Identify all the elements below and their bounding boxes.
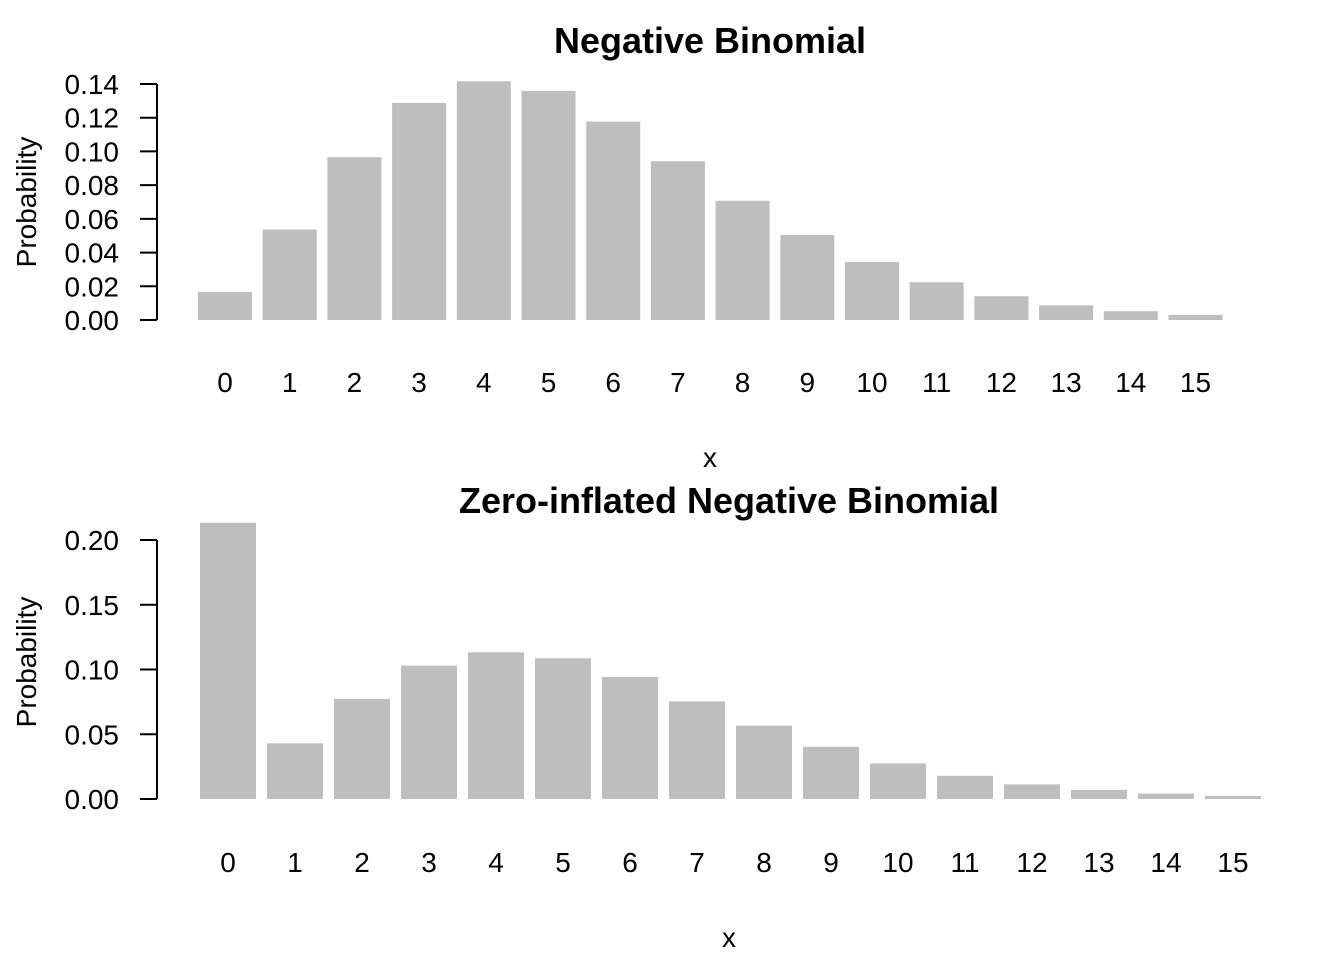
bar-8	[736, 725, 792, 799]
bars	[198, 81, 1223, 321]
y-axis: 0.000.020.040.060.080.100.120.14	[65, 69, 158, 336]
y-tick-label-0.15: 0.15	[65, 590, 120, 621]
bar-15	[1205, 795, 1261, 799]
bar-1	[267, 743, 323, 799]
bar-12	[974, 296, 1029, 320]
y-axis-label: Probability	[11, 597, 42, 728]
x-tick-labels: 0 1 2 3 4 5 6 7 8 9 10 11 12 13 14 15	[217, 367, 1211, 398]
bar-12	[1004, 784, 1060, 799]
x-tick-label-14: 14	[1150, 847, 1181, 878]
bar-13	[1071, 789, 1127, 799]
y-axis: 0.00 0.05 0.10 0.15 0.20	[65, 525, 158, 815]
x-tick-label-2: 2	[347, 367, 363, 398]
x-tick-label-6: 6	[605, 367, 621, 398]
x-tick-label-13: 13	[1051, 367, 1082, 398]
bar-10	[845, 262, 899, 320]
negative-binomial-panel: Negative Binomial Probability x 0.000.02…	[11, 20, 1223, 473]
bar-4	[468, 652, 524, 799]
x-tick-label-8: 8	[756, 847, 772, 878]
x-tick-label-4: 4	[488, 847, 504, 878]
x-axis-label: x	[703, 442, 717, 473]
x-tick-label-11: 11	[950, 847, 979, 878]
x-tick-label-15: 15	[1180, 367, 1211, 398]
bars	[200, 522, 1261, 799]
bar-15	[1168, 314, 1223, 320]
chart-title: Zero-inflated Negative Binomial	[459, 480, 999, 521]
bar-4	[456, 81, 511, 320]
bar-2	[334, 698, 390, 799]
x-tick-label-0: 0	[220, 847, 236, 878]
x-axis-label: x	[722, 922, 736, 953]
bar-5	[535, 658, 591, 799]
bar-8	[715, 200, 770, 320]
x-tick-label-2: 2	[354, 847, 370, 878]
x-tick-label-1: 1	[287, 847, 303, 878]
y-tick-label-0.12: 0.12	[65, 103, 120, 134]
x-tick-label-7: 7	[689, 847, 705, 878]
x-tick-label-5: 5	[555, 847, 571, 878]
y-tick-label-0.05: 0.05	[65, 719, 120, 750]
bar-9	[780, 235, 835, 320]
y-tick-label-0.06: 0.06	[65, 204, 120, 235]
x-tick-label-7: 7	[670, 367, 686, 398]
y-tick-label-0.20: 0.20	[65, 525, 120, 556]
bar-3	[392, 102, 447, 321]
y-tick-label-0.10: 0.10	[65, 655, 120, 686]
y-tick-label-0.10: 0.10	[65, 136, 120, 167]
bar-0	[198, 292, 252, 320]
y-tick-label-0.02: 0.02	[65, 271, 120, 302]
x-tick-label-8: 8	[735, 367, 751, 398]
y-tick-label-0.00: 0.00	[65, 305, 120, 336]
x-tick-label-12: 12	[1016, 847, 1047, 878]
x-tick-label-9: 9	[800, 367, 816, 398]
y-tick-label-0.00: 0.00	[65, 784, 120, 815]
x-tick-label-5: 5	[541, 367, 557, 398]
bar-2	[327, 157, 382, 320]
y-axis-label: Probability	[11, 137, 42, 268]
bar-5	[521, 90, 576, 321]
x-tick-label-14: 14	[1115, 367, 1146, 398]
x-tick-label-3: 3	[421, 847, 437, 878]
bar-3	[401, 665, 457, 799]
bar-7	[669, 701, 725, 799]
bar-9	[803, 746, 859, 799]
bar-6	[602, 677, 658, 799]
y-tick-label-0.04: 0.04	[65, 238, 120, 269]
x-tick-labels: 0 1 2 3 4 5 6 7 8 9 10 11 12 13 14 15	[220, 847, 1248, 878]
x-tick-label-0: 0	[217, 367, 233, 398]
x-tick-label-6: 6	[622, 847, 638, 878]
x-tick-label-3: 3	[411, 367, 427, 398]
bar-1	[262, 229, 317, 320]
x-tick-label-4: 4	[476, 367, 492, 398]
bar-10	[870, 763, 926, 799]
bar-0	[200, 522, 256, 799]
x-tick-label-1: 1	[282, 367, 298, 398]
bar-11	[937, 775, 993, 799]
y-tick-label-0.14: 0.14	[65, 69, 120, 100]
x-tick-label-10: 10	[856, 367, 887, 398]
bar-14	[1103, 311, 1158, 320]
bar-11	[909, 282, 964, 320]
y-tick-label-0.08: 0.08	[65, 170, 120, 201]
x-tick-label-11: 11	[922, 367, 951, 398]
bar-14	[1138, 793, 1194, 799]
bar-7	[650, 161, 705, 320]
zero-inflated-negative-binomial-panel: Zero-inflated Negative Binomial Probabil…	[11, 480, 1261, 953]
x-tick-label-9: 9	[823, 847, 839, 878]
bar-6	[586, 121, 641, 320]
bar-13	[1039, 305, 1094, 320]
chart-title: Negative Binomial	[554, 20, 866, 61]
x-tick-label-13: 13	[1083, 847, 1114, 878]
x-tick-label-12: 12	[986, 367, 1017, 398]
x-tick-label-15: 15	[1217, 847, 1248, 878]
x-tick-label-10: 10	[882, 847, 913, 878]
